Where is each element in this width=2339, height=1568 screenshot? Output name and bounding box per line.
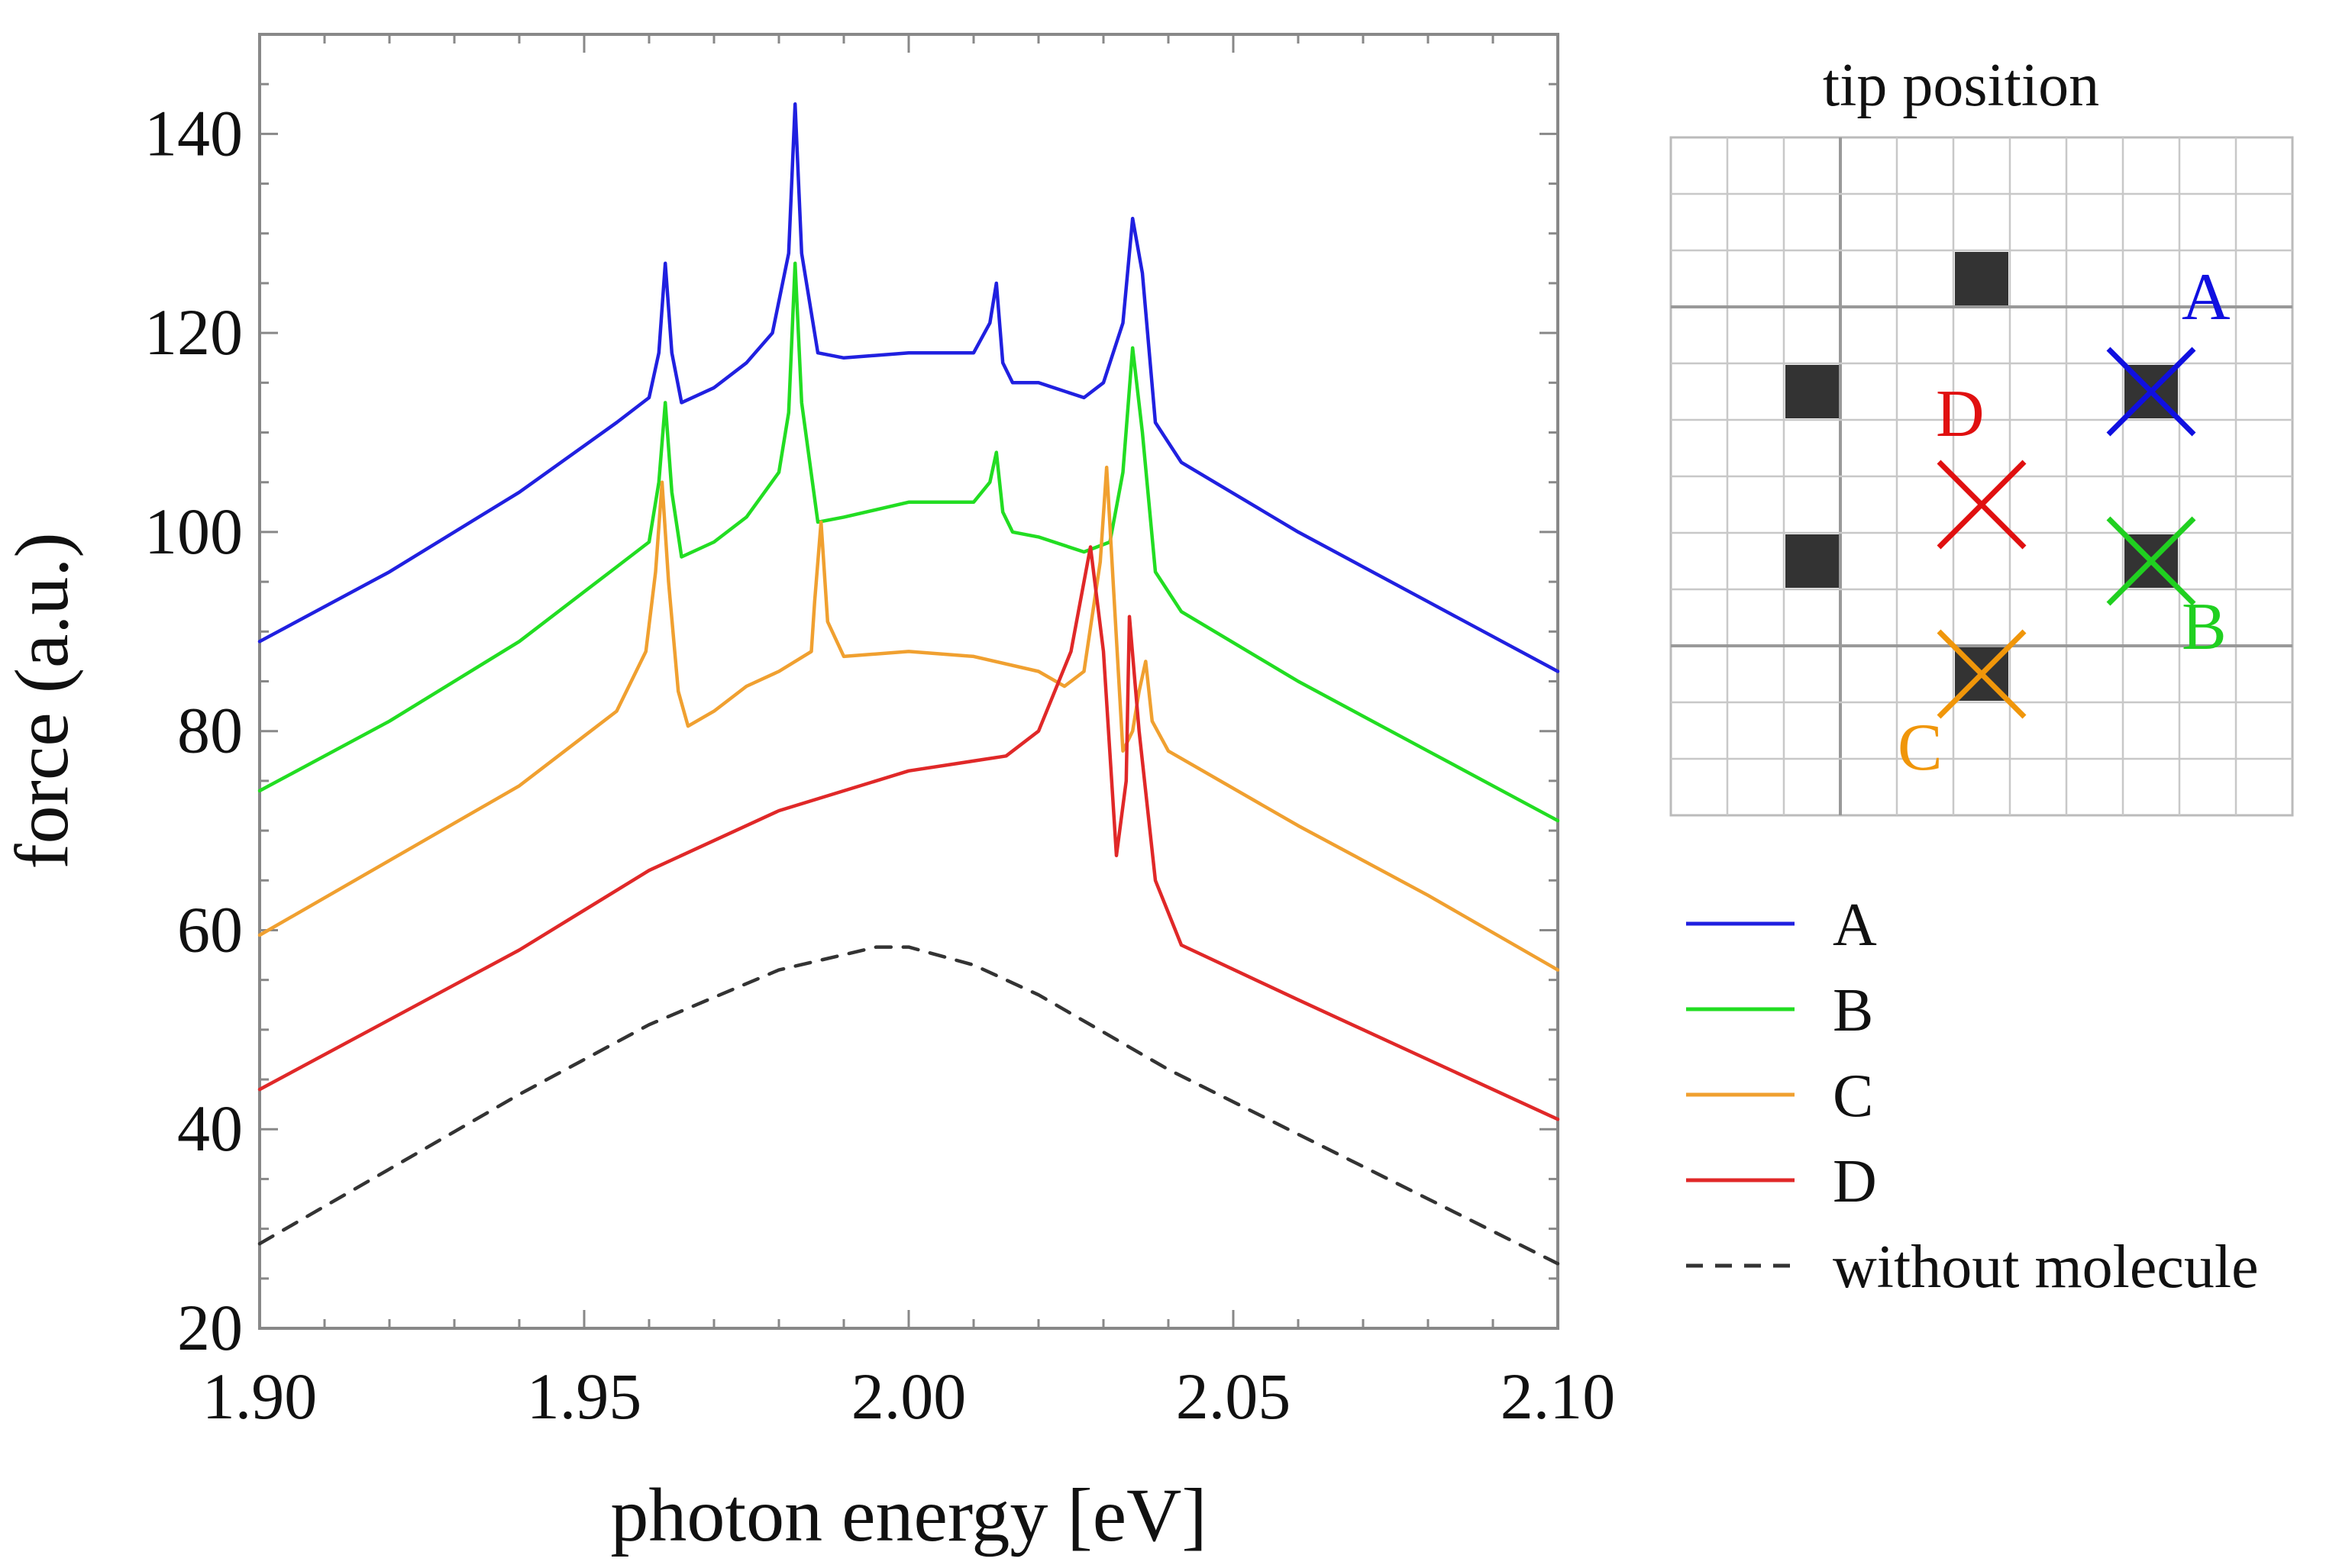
tip-marker-d (1937, 460, 2027, 550)
legend-label: A (1833, 892, 1877, 959)
tip-position-inset: A B C D (1669, 136, 2294, 817)
series (257, 102, 1560, 1266)
y-tick-label: 140 (144, 96, 243, 169)
legend-label: B (1833, 977, 1873, 1044)
x-tick-labels: 1.90 1.95 2.00 2.05 2.10 (202, 1360, 1616, 1433)
x-tick-label: 1.95 (527, 1360, 642, 1433)
y-tick-label: 60 (177, 892, 243, 966)
series-line-d (257, 545, 1560, 1121)
tip-marker-label: C (1898, 711, 1943, 785)
y-tick-label: 20 (177, 1291, 243, 1364)
x-tick-label: 2.05 (1176, 1360, 1291, 1433)
legend-label: C (1833, 1063, 1873, 1130)
tip-marker-label: A (2182, 260, 2231, 334)
x-tick-label: 2.10 (1501, 1360, 1616, 1433)
series-line-without-molecule (257, 945, 1560, 1266)
x-axis-label: photon energy [eV] (610, 1473, 1207, 1557)
legend-label: D (1833, 1148, 1877, 1215)
tip-marker-label: B (2182, 590, 2227, 664)
y-tick-label: 40 (177, 1092, 243, 1165)
y-tick-label: 100 (144, 495, 243, 568)
inset-title: tip position (1823, 52, 2099, 119)
tip-marker-b (2106, 516, 2196, 606)
tip-marker-c (1937, 629, 2027, 719)
tip-marker-a (2106, 347, 2196, 437)
series-line-c (257, 465, 1560, 972)
ticks (258, 33, 1559, 1330)
y-tick-label: 80 (177, 694, 243, 767)
y-tick-label: 120 (144, 295, 243, 369)
y-tick-labels: 20 40 60 80 100 120 140 (144, 96, 243, 1364)
molecule-cell (1785, 365, 1839, 418)
molecule-cell (1785, 534, 1839, 588)
legend-label: without molecule (1833, 1234, 2259, 1301)
tip-marker-label: D (1936, 377, 1985, 451)
x-tick-label: 1.90 (202, 1360, 318, 1433)
y-axis-label: force (a.u.) (0, 532, 84, 869)
series-line-b (257, 261, 1560, 823)
molecule-cell (1955, 252, 2008, 305)
series-line-a (257, 102, 1560, 673)
x-tick-label: 2.00 (851, 1360, 967, 1433)
